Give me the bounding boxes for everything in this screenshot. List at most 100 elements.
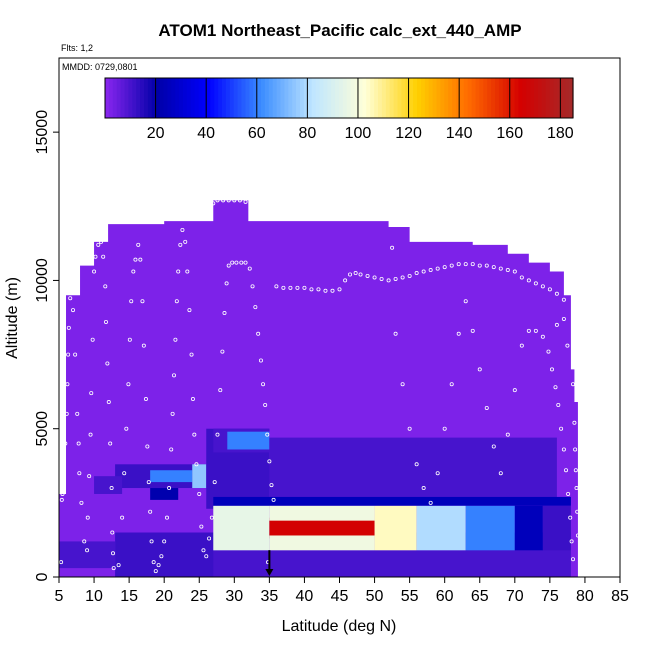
y-tick-label: 0 [34, 572, 51, 581]
colorbar-segment [261, 78, 266, 118]
colorbar-segment [479, 78, 484, 118]
colorbar-segment [370, 78, 375, 118]
flight-track-point [288, 285, 293, 290]
flight-track-point [265, 432, 270, 437]
colorbar-segment [194, 78, 200, 118]
flight-track-point [309, 287, 314, 292]
colorbar-segment [530, 78, 535, 118]
flight-track-point [136, 242, 141, 247]
colorbar-segment [514, 78, 519, 118]
colorbar-segment [569, 78, 574, 118]
colorbar-segment [241, 78, 246, 118]
x-tick-label: 15 [120, 588, 138, 605]
x-tick-label: 40 [296, 588, 314, 605]
flight-track-point [571, 557, 576, 562]
flight-track-point [505, 268, 510, 273]
y-axis-label: Altitude (m) [4, 277, 21, 359]
colorbar-segment [112, 78, 118, 118]
x-tick-label: 35 [260, 588, 278, 605]
colorbar-tick-label: 140 [446, 125, 473, 142]
x-tick-label: 45 [331, 588, 349, 605]
colorbar-segment [225, 78, 231, 118]
flight-track-point [484, 263, 489, 268]
colorbar-segment [409, 78, 414, 118]
flight-track-point [77, 471, 82, 476]
colorbar-segment [183, 78, 188, 118]
x-tick-label: 65 [471, 588, 489, 605]
colorbar-segment [159, 78, 165, 118]
flight-track-point [565, 343, 570, 348]
flight-track-point [99, 239, 104, 244]
flight-track-point [211, 201, 216, 206]
flight-track-point [101, 254, 106, 259]
flight-track-point [59, 497, 64, 502]
colorbar-segment [206, 78, 211, 118]
flight-track-point [407, 273, 412, 278]
x-tick-label: 80 [576, 588, 594, 605]
x-axis-label: Latitude (deg N) [282, 618, 397, 635]
flight-track-point [505, 432, 510, 437]
flight-track-point [302, 285, 307, 290]
heatmap-cell [59, 541, 116, 569]
flight-track-point [463, 262, 468, 267]
colorbar-segment [339, 78, 344, 118]
flight-track-point [258, 358, 263, 363]
colorbar-segment [405, 78, 410, 118]
colorbar-segment [331, 78, 336, 118]
flight-track-point [393, 276, 398, 281]
colorbar-segment [327, 78, 332, 118]
flight-track-point [189, 352, 194, 357]
colorbar-segment [428, 78, 434, 118]
flight-track-point [267, 459, 272, 464]
flight-track-point [561, 297, 566, 302]
flight-track-point [533, 328, 538, 333]
colorbar-segment [498, 78, 504, 118]
colorbar-segment [506, 78, 512, 118]
flight-track-point [96, 242, 101, 247]
flight-track-point [192, 432, 197, 437]
colorbar-segment [378, 78, 383, 118]
flight-track-point [573, 468, 578, 473]
colorbar-segment [229, 78, 235, 118]
colorbar-segment [311, 78, 317, 118]
colorbar-segment [175, 78, 180, 118]
flight-track-point [131, 269, 136, 274]
flight-track-point [159, 554, 164, 559]
colorbar-segment [459, 78, 465, 118]
flight-track-point [73, 352, 78, 357]
flight-track-point [348, 272, 353, 277]
colorbar-segment [222, 78, 227, 118]
flight-track-point [110, 551, 115, 556]
flight-track-point [243, 260, 248, 265]
flight-track-point [75, 411, 80, 416]
colorbar-segment [397, 78, 402, 118]
x-tick-label: 85 [611, 588, 629, 605]
heatmap-cell [269, 535, 375, 551]
flight-track-point [442, 265, 447, 270]
flight-track-point [156, 563, 161, 568]
flight-track-point [199, 524, 204, 529]
colorbar-segment [526, 78, 531, 118]
flight-track-point [449, 382, 454, 387]
flight-track-point [316, 287, 321, 292]
flight-track-point [71, 308, 76, 313]
flight-track-point [564, 468, 569, 473]
flight-track-point [151, 560, 156, 565]
flight-track-point [566, 491, 571, 496]
colorbar-segment [553, 78, 558, 118]
flight-track-point [549, 367, 554, 372]
flight-track-point [90, 337, 95, 342]
y-axis: 0 5000 10000 15000 [34, 110, 59, 581]
flight-track-point [109, 486, 114, 491]
x-tick-label: 5 [55, 588, 64, 605]
flight-track-point [519, 343, 524, 348]
flight-track-point [554, 322, 559, 327]
x-tick-label: 60 [436, 588, 454, 605]
flight-track-point [295, 285, 300, 290]
flight-track-point [261, 382, 266, 387]
flight-track-point [204, 554, 209, 559]
flight-track-point [575, 533, 580, 538]
colorbar-segment [491, 78, 496, 118]
colorbar-segment [167, 78, 172, 118]
colorbar-segment [163, 78, 168, 118]
